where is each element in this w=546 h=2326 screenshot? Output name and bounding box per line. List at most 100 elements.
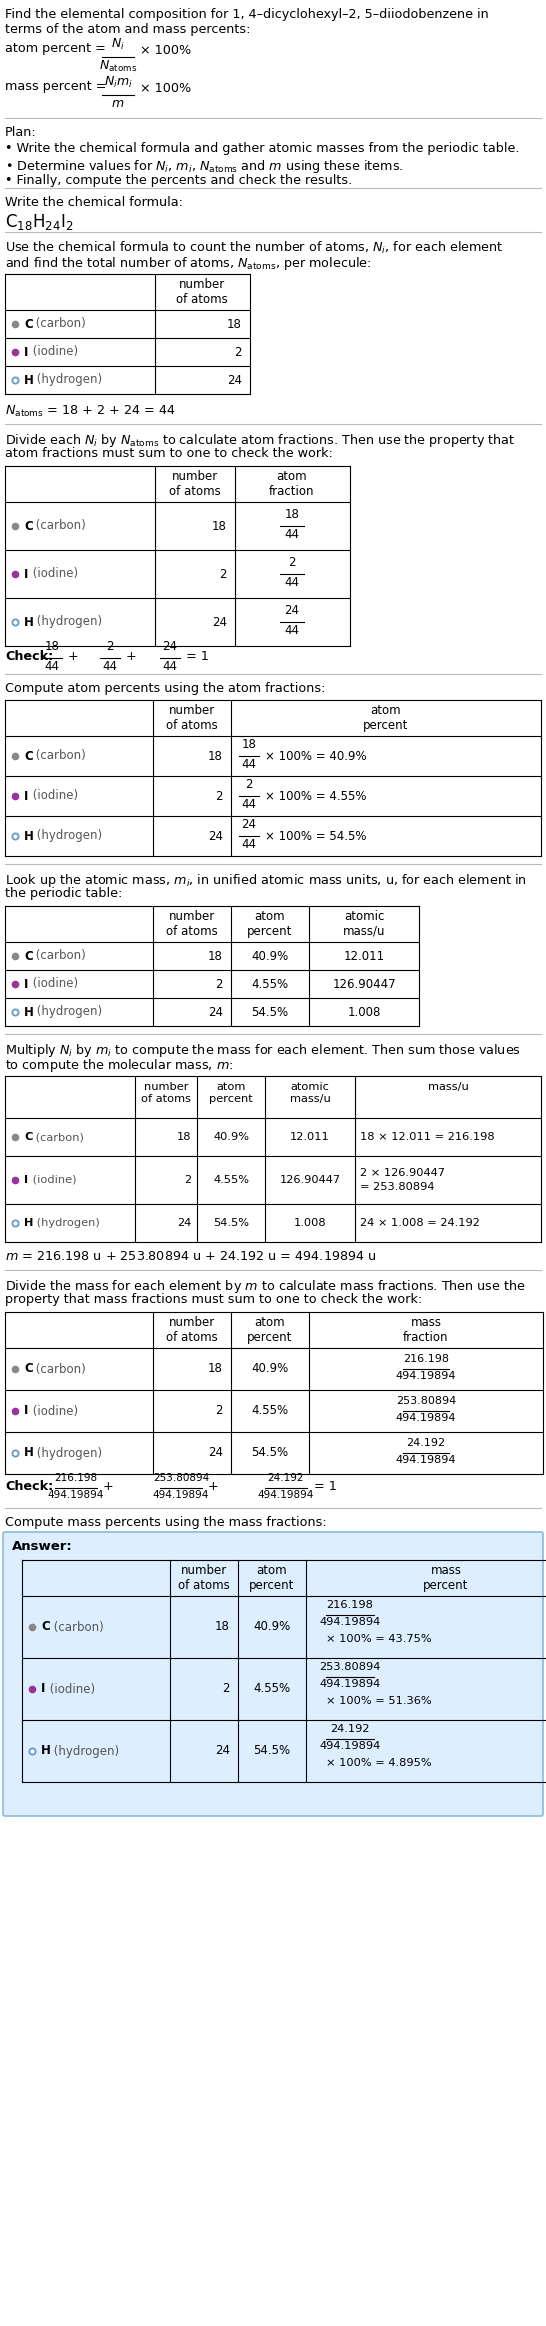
Text: 24: 24	[241, 819, 257, 830]
Text: $N_\mathrm{atoms}$ = 18 + 2 + 24 = 44: $N_\mathrm{atoms}$ = 18 + 2 + 24 = 44	[5, 405, 176, 419]
Text: 24: 24	[208, 1447, 223, 1458]
Text: × 100% = 51.36%: × 100% = 51.36%	[326, 1696, 432, 1705]
Text: 1.008: 1.008	[294, 1219, 327, 1228]
Text: 494.19894: 494.19894	[153, 1491, 209, 1500]
Text: 18: 18	[208, 1363, 223, 1375]
Text: Answer:: Answer:	[12, 1540, 73, 1554]
Text: 44: 44	[163, 661, 177, 672]
Text: C: C	[24, 1363, 33, 1375]
Text: H: H	[24, 830, 34, 842]
Text: H: H	[41, 1744, 51, 1758]
Text: atom percent =: atom percent =	[5, 42, 106, 56]
Text: 18: 18	[212, 519, 227, 533]
Text: to compute the molecular mass, $m$:: to compute the molecular mass, $m$:	[5, 1056, 233, 1075]
Text: atom fractions must sum to one to check the work:: atom fractions must sum to one to check …	[5, 447, 333, 461]
Text: 1.008: 1.008	[347, 1005, 381, 1019]
Text: (iodine): (iodine)	[29, 568, 78, 582]
Text: 44: 44	[241, 837, 257, 851]
Text: 54.5%: 54.5%	[252, 1447, 289, 1458]
Text: (iodine): (iodine)	[29, 977, 78, 991]
Text: terms of the atom and mass percents:: terms of the atom and mass percents:	[5, 23, 251, 35]
Text: 216.198: 216.198	[55, 1472, 98, 1484]
Text: 24: 24	[284, 605, 300, 616]
Text: Divide the mass for each element by $m$ to calculate mass fractions. Then use th: Divide the mass for each element by $m$ …	[5, 1277, 526, 1296]
Text: × 100% = 54.5%: × 100% = 54.5%	[265, 830, 366, 842]
Text: Divide each $N_i$ by $N_\mathrm{atoms}$ to calculate atom fractions. Then use th: Divide each $N_i$ by $N_\mathrm{atoms}$ …	[5, 433, 515, 449]
Text: +: +	[68, 649, 79, 663]
Text: mass
fraction: mass fraction	[403, 1317, 449, 1344]
Text: C: C	[41, 1621, 50, 1633]
Text: 18: 18	[176, 1133, 191, 1142]
Text: 44: 44	[241, 798, 257, 812]
Text: +: +	[102, 1479, 113, 1493]
Text: $N_\mathrm{atoms}$: $N_\mathrm{atoms}$	[99, 58, 137, 74]
Text: 40.9%: 40.9%	[213, 1133, 249, 1142]
Text: 44: 44	[284, 577, 300, 588]
Text: 44: 44	[241, 758, 257, 770]
Text: 24: 24	[177, 1219, 191, 1228]
Text: 4.55%: 4.55%	[253, 1682, 290, 1696]
Text: • Determine values for $N_i$, $m_i$, $N_\mathrm{atoms}$ and $m$ using these item: • Determine values for $N_i$, $m_i$, $N_…	[5, 158, 403, 174]
Text: 44: 44	[284, 528, 300, 542]
Text: (hydrogen): (hydrogen)	[50, 1744, 119, 1758]
Text: × 100% = 4.55%: × 100% = 4.55%	[265, 789, 366, 802]
Text: 54.5%: 54.5%	[213, 1219, 249, 1228]
Text: 216.198: 216.198	[327, 1600, 373, 1610]
Text: 2: 2	[216, 789, 223, 802]
Text: $N_i m_i$: $N_i m_i$	[104, 74, 132, 91]
Text: (carbon): (carbon)	[33, 749, 86, 763]
Text: 18: 18	[227, 319, 242, 330]
Text: 24: 24	[208, 830, 223, 842]
Text: (hydrogen): (hydrogen)	[33, 616, 102, 628]
Text: C: C	[24, 319, 33, 330]
Text: = 1: = 1	[314, 1479, 337, 1493]
Text: atom
percent: atom percent	[363, 705, 409, 733]
Text: number
of atoms: number of atoms	[141, 1082, 191, 1103]
Text: Multiply $N_i$ by $m_i$ to compute the mass for each element. Then sum those val: Multiply $N_i$ by $m_i$ to compute the m…	[5, 1042, 521, 1058]
Text: I: I	[24, 789, 28, 802]
Text: 24: 24	[215, 1744, 230, 1758]
Text: = 253.80894: = 253.80894	[360, 1182, 435, 1191]
Text: × 100%: × 100%	[140, 81, 191, 95]
Text: 126.90447: 126.90447	[332, 977, 396, 991]
Text: (iodine): (iodine)	[29, 1175, 76, 1184]
Text: 253.80894: 253.80894	[396, 1396, 456, 1405]
Text: 494.19894: 494.19894	[396, 1370, 456, 1382]
Text: (carbon): (carbon)	[33, 1133, 85, 1142]
Text: (iodine): (iodine)	[29, 789, 78, 802]
Text: number
of atoms: number of atoms	[169, 470, 221, 498]
Text: atomic
mass/u: atomic mass/u	[289, 1082, 330, 1103]
Text: 4.55%: 4.55%	[213, 1175, 249, 1184]
Text: I: I	[24, 568, 28, 582]
Text: C: C	[24, 1133, 32, 1142]
Text: 24.192: 24.192	[268, 1472, 304, 1484]
Text: 253.80894: 253.80894	[153, 1472, 209, 1484]
Text: number
of atoms: number of atoms	[176, 279, 228, 307]
Text: mass
percent: mass percent	[423, 1563, 468, 1591]
Text: × 100% = 4.895%: × 100% = 4.895%	[326, 1758, 432, 1768]
Text: 24.192: 24.192	[406, 1437, 446, 1449]
Text: Check:: Check:	[5, 1479, 54, 1493]
Text: Look up the atomic mass, $m_i$, in unified atomic mass units, u, for each elemen: Look up the atomic mass, $m_i$, in unifi…	[5, 872, 527, 889]
Text: 494.19894: 494.19894	[258, 1491, 314, 1500]
Text: atomic
mass/u: atomic mass/u	[343, 909, 385, 937]
Text: H: H	[24, 1447, 34, 1458]
Text: Compute mass percents using the mass fractions:: Compute mass percents using the mass fra…	[5, 1517, 327, 1528]
Text: (carbon): (carbon)	[33, 519, 86, 533]
Text: 18: 18	[215, 1621, 230, 1633]
Text: 253.80894: 253.80894	[319, 1663, 381, 1672]
Text: number
of atoms: number of atoms	[166, 705, 218, 733]
Text: 24: 24	[212, 616, 227, 628]
Text: 494.19894: 494.19894	[319, 1679, 381, 1689]
Text: atom
percent: atom percent	[209, 1082, 253, 1103]
Text: H: H	[24, 1219, 33, 1228]
Text: 494.19894: 494.19894	[396, 1456, 456, 1465]
Text: 2: 2	[219, 568, 227, 582]
Text: (carbon): (carbon)	[50, 1621, 103, 1633]
Text: 18 × 12.011 = 216.198: 18 × 12.011 = 216.198	[360, 1133, 495, 1142]
Text: 2: 2	[184, 1175, 191, 1184]
Text: (hydrogen): (hydrogen)	[33, 374, 102, 386]
Text: number
of atoms: number of atoms	[166, 909, 218, 937]
Text: (hydrogen): (hydrogen)	[33, 830, 102, 842]
Text: 2 × 126.90447: 2 × 126.90447	[360, 1168, 445, 1177]
